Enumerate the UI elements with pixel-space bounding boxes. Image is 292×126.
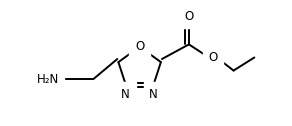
- Text: O: O: [184, 10, 194, 23]
- Text: H₂N: H₂N: [36, 73, 59, 86]
- Text: N: N: [121, 88, 130, 101]
- Text: O: O: [135, 40, 144, 53]
- Text: N: N: [149, 88, 158, 101]
- Text: O: O: [208, 51, 218, 64]
